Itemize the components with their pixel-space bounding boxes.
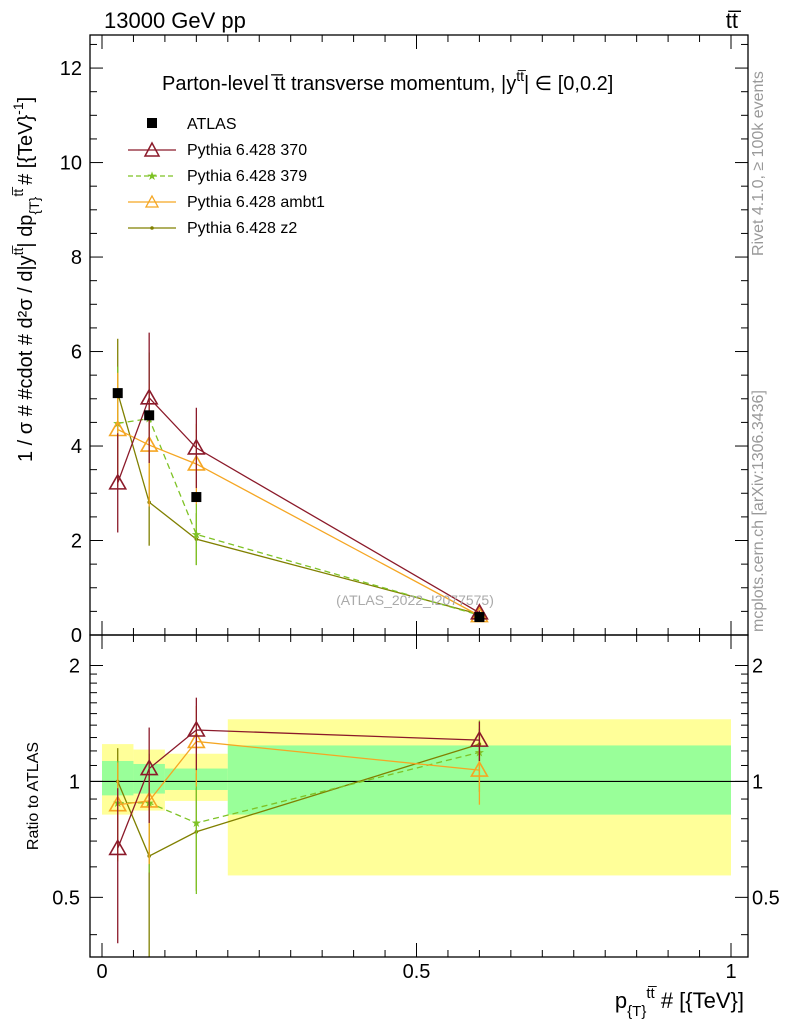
- main-y-tick-label: 8: [71, 247, 82, 269]
- data-point-atlas: [144, 410, 155, 421]
- x-axis-label: p{T}tt̅ # [{TeV}]: [615, 985, 744, 1020]
- legend-marker-ambt1: [144, 194, 160, 208]
- data-point-pythia-6-428-370: [108, 473, 128, 490]
- main-y-tick-label: 12: [60, 58, 82, 80]
- legend-entry-ambt1: Pythia 6.428 ambt1: [128, 194, 325, 211]
- series-line-pythia-6-428-z2: [117, 392, 480, 615]
- ratio-y-tick-label: 0.5: [52, 887, 80, 909]
- ratio-line-pythia-6-428-370: [117, 729, 480, 849]
- ratio-panel: ★ ★★★ 0.5 0.51 12 2 0 0.5 1 Ratio to ATLAS p{T…: [25, 634, 780, 1020]
- ratio-series-pythia-6-428-370: [108, 697, 489, 944]
- ratio-point-pythia-6-428-ambt1: [470, 760, 489, 777]
- series-pythia-6-428-370: [108, 332, 489, 620]
- series-line-pythia-6-428-ambt1: [117, 428, 480, 617]
- main-y-axis-label: 1 / σ # #cdot # d²σ / d|ytt̅| dp{T}tt̅# …: [10, 97, 42, 462]
- legend: ATLAS Pythia 6.428 370 ★ Pythia 6.428 37…: [128, 116, 325, 237]
- data-point-atlas: [474, 612, 485, 623]
- ratio-y-tick-label: 1: [69, 771, 80, 793]
- main-y-tick-label: 6: [71, 342, 82, 364]
- data-point-atlas: [112, 388, 123, 399]
- legend-marker-z2: [150, 226, 154, 230]
- ratio-y-axis-label: Ratio to ATLAS: [25, 742, 42, 850]
- legend-marker-379: ★: [147, 169, 158, 183]
- series-pythia-6-428-z2: [115, 338, 482, 617]
- header-right: tt̅: [726, 8, 742, 33]
- ratio-y-tick-label-right: 2: [752, 655, 763, 677]
- main-y-tick-label: 0: [71, 625, 82, 647]
- ratio-y-tick-label-right: 1: [752, 771, 763, 793]
- ratio-y-tick-label: 2: [69, 655, 80, 677]
- legend-label-atlas: ATLAS: [187, 116, 237, 133]
- ratio-point-pythia-6-428-370: [470, 730, 489, 747]
- x-tick-label: 0.5: [403, 961, 431, 983]
- ratio-y-tick-label-right: 0.5: [752, 887, 780, 909]
- ratio-line-pythia-6-428-ambt1: [117, 740, 480, 806]
- main-y-tick-label: 10: [60, 153, 82, 175]
- ratio-point-pythia-6-428-370: [186, 720, 206, 737]
- legend-label-370: Pythia 6.428 370: [187, 142, 307, 159]
- data-point-pythia-6-428-370: [139, 388, 159, 405]
- mcplots-label: mcplots.cern.ch [arXiv:1306.3436]: [750, 390, 767, 632]
- legend-label-379: Pythia 6.428 379: [187, 168, 307, 185]
- x-tick-label: 1: [725, 961, 736, 983]
- series-atlas: [112, 388, 485, 623]
- series-line-pythia-6-428-370: [117, 396, 480, 614]
- legend-marker-atlas: [147, 118, 157, 128]
- series-pythia-6-428-379: ★★★★: [112, 352, 485, 622]
- ratio-line-pythia-6-428-z2: [117, 743, 480, 857]
- series-line-pythia-6-428-379: [117, 417, 480, 616]
- legend-entry-379: ★ Pythia 6.428 379: [128, 168, 307, 185]
- ratio-point-pythia-6-428-379: ★: [191, 816, 202, 830]
- ratio-frame: [89, 634, 749, 958]
- legend-label-z2: Pythia 6.428 z2: [187, 220, 297, 237]
- legend-entry-370: Pythia 6.428 370: [128, 141, 307, 159]
- ratio-point-pythia-6-428-370: [139, 758, 159, 776]
- legend-marker-370: [143, 141, 161, 157]
- x-tick-label: 0: [96, 961, 107, 983]
- legend-entry-atlas: ATLAS: [147, 116, 237, 133]
- rivet-label: Rivet 4.1.0, ≥ 100k events: [750, 71, 767, 256]
- main-y-tick-label: 2: [71, 531, 82, 553]
- ratio-point-pythia-6-428-370: [108, 838, 128, 856]
- legend-entry-z2: Pythia 6.428 z2: [128, 220, 297, 237]
- data-point-atlas: [191, 492, 202, 503]
- legend-label-ambt1: Pythia 6.428 ambt1: [187, 194, 325, 211]
- main-panel: ★★★★ (ATLAS_2022_I2077575) 0 2 4 6 8 10 12 Par…: [10, 34, 749, 647]
- main-y-tick-label: 4: [71, 436, 82, 458]
- data-point-pythia-6-428-370: [186, 438, 206, 455]
- header-left: 13000 GeV pp: [104, 8, 246, 33]
- watermark: (ATLAS_2022_I2077575): [336, 592, 494, 608]
- data-point-pythia-6-428-379: ★: [191, 527, 202, 541]
- main-title: Parton-level t̅t transverse momentum, |y…: [162, 68, 613, 95]
